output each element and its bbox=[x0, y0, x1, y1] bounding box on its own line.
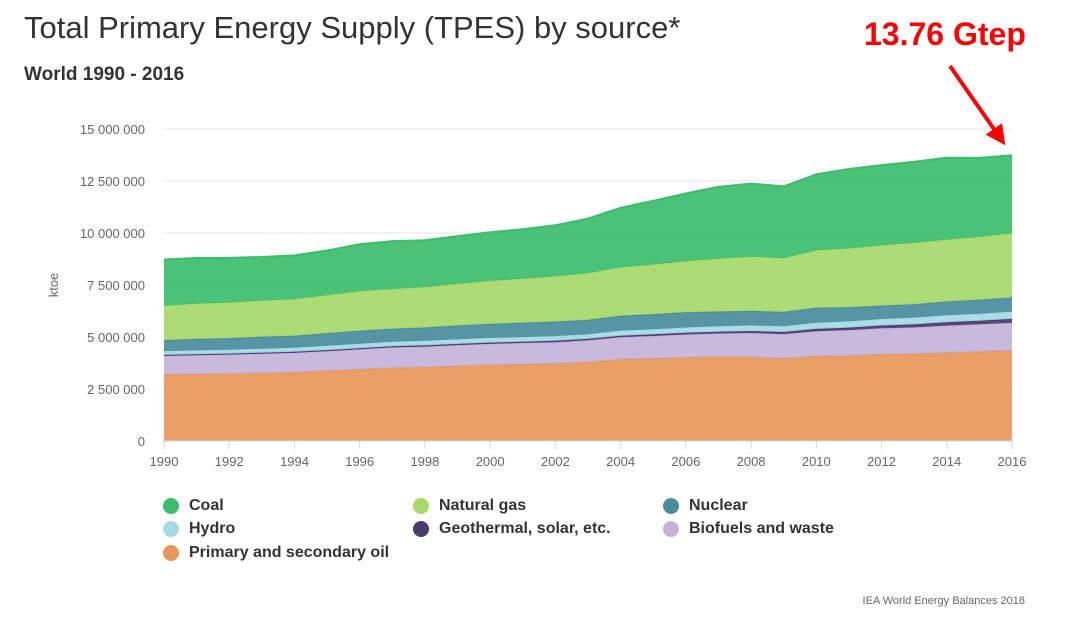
area-nuclear[interactable] bbox=[164, 297, 1012, 352]
legend-item-coal[interactable]: Coal bbox=[163, 497, 224, 515]
legend-item-geothermal[interactable]: Geothermal, solar, etc. bbox=[413, 520, 611, 538]
x-tick-label: 2010 bbox=[802, 454, 831, 469]
legend-dot-coal bbox=[163, 498, 179, 514]
y-tick-label: 12 500 000 bbox=[80, 174, 145, 189]
area-gas[interactable] bbox=[164, 233, 1012, 341]
y-axis-label: ktoe bbox=[46, 273, 61, 298]
y-tick-label: 2 500 000 bbox=[87, 382, 145, 397]
area-series bbox=[163, 154, 1013, 442]
legend-dot-hydro bbox=[163, 521, 179, 537]
legend-label-oil: Primary and secondary oil bbox=[189, 544, 390, 561]
y-tick-label: 0 bbox=[138, 434, 145, 449]
area-hydro[interactable] bbox=[164, 311, 1012, 355]
legend-dot-nuclear bbox=[663, 498, 679, 514]
legend-item-hydro[interactable]: Hydro bbox=[163, 520, 235, 538]
x-tick-label: 2014 bbox=[932, 454, 961, 469]
area-oil[interactable] bbox=[164, 350, 1012, 442]
x-tick-label: 2012 bbox=[867, 454, 896, 469]
axes: 0 2 500 000 5 000 000 7 500 000 10 000 000 12… bbox=[80, 122, 1027, 469]
legend-label-coal: Coal bbox=[189, 497, 224, 514]
total-callout-label: 13.76 Gtep bbox=[864, 16, 1026, 52]
y-tick-label: 10 000 000 bbox=[80, 226, 145, 241]
callout-arrow bbox=[948, 64, 1006, 146]
legend-label-geothermal: Geothermal, solar, etc. bbox=[439, 520, 611, 537]
legend-item-biofuels[interactable]: Biofuels and waste bbox=[663, 520, 834, 538]
legend-dot-oil bbox=[163, 545, 179, 561]
x-tick-label: 1990 bbox=[150, 454, 179, 469]
x-tick-label: 2000 bbox=[476, 454, 505, 469]
source-credit: IEA World Energy Balances 2018 bbox=[862, 595, 1025, 607]
y-tick-label: 15 000 000 bbox=[80, 122, 145, 137]
x-tick-label: 1998 bbox=[410, 454, 439, 469]
legend-dot-natural-gas bbox=[413, 498, 429, 514]
chart-subtitle: World 1990 - 2016 bbox=[24, 64, 185, 85]
legend-label-biofuels: Biofuels and waste bbox=[689, 520, 834, 537]
x-tick-label: 1994 bbox=[280, 454, 309, 469]
legend-label-nuclear: Nuclear bbox=[689, 497, 748, 514]
x-tick-label: 1996 bbox=[345, 454, 374, 469]
legend-label-natural-gas: Natural gas bbox=[439, 497, 527, 514]
area-coal[interactable] bbox=[164, 155, 1012, 306]
y-tick-label: 7 500 000 bbox=[87, 278, 145, 293]
legend-item-natural-gas[interactable]: Natural gas bbox=[413, 497, 526, 515]
chart-title: Total Primary Energy Supply (TPES) by so… bbox=[24, 10, 681, 45]
legend-dot-biofuels bbox=[663, 521, 679, 537]
x-tick-label: 2016 bbox=[998, 454, 1027, 469]
x-tick-label: 2006 bbox=[671, 454, 700, 469]
legend-item-oil[interactable]: Primary and secondary oil bbox=[163, 544, 389, 562]
y-tick-label: 5 000 000 bbox=[87, 330, 145, 345]
x-tick-label: 2004 bbox=[606, 454, 635, 469]
x-tick-label: 2008 bbox=[737, 454, 766, 469]
legend-label-hydro: Hydro bbox=[189, 520, 236, 537]
legend-item-nuclear[interactable]: Nuclear bbox=[663, 497, 748, 515]
area-biofuels[interactable] bbox=[164, 322, 1012, 375]
legend-dot-geothermal bbox=[413, 521, 429, 537]
area-edge-coal bbox=[163, 154, 1013, 261]
x-tick-label: 1992 bbox=[215, 454, 244, 469]
x-tick-label: 2002 bbox=[541, 454, 570, 469]
